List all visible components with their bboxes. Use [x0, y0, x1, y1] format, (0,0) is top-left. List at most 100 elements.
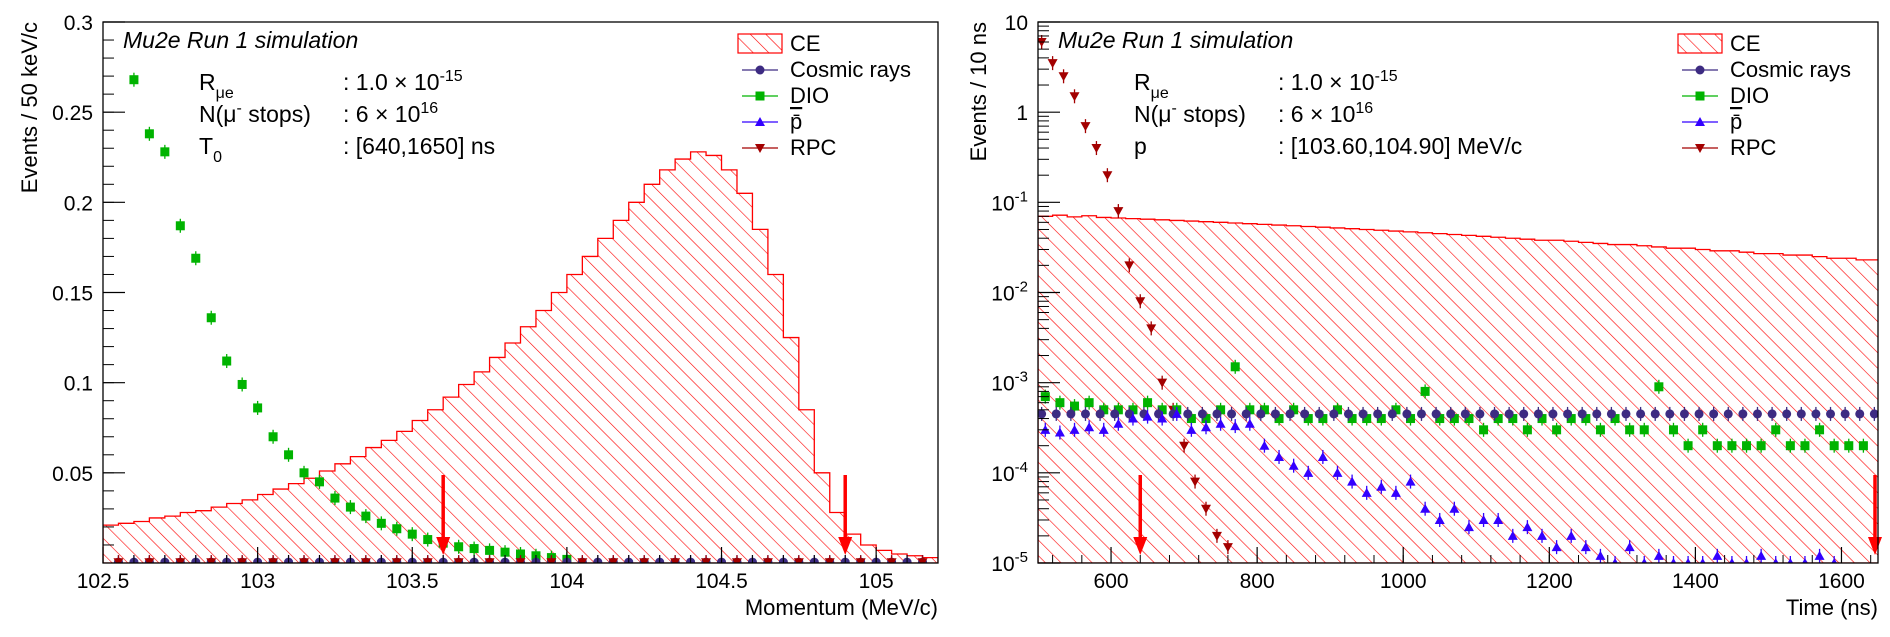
- point-triangle-up: [1054, 425, 1065, 440]
- annotation-value: : [103.60,104.90] MeV/c: [1278, 133, 1522, 159]
- marker: [516, 549, 525, 559]
- legend-label: Cosmic rays: [1730, 57, 1851, 82]
- point-triangle-up: [1420, 501, 1431, 516]
- marker: [1069, 92, 1080, 102]
- point-triangle-up: [1259, 438, 1270, 453]
- marker: [1314, 409, 1324, 419]
- point-triangle-up: [1814, 548, 1825, 563]
- marker: [1639, 425, 1649, 435]
- marker: [1212, 409, 1222, 419]
- marker: [1274, 451, 1285, 461]
- marker: [917, 558, 928, 563]
- x-tick-label: 104: [549, 570, 584, 593]
- point-square: [206, 310, 216, 325]
- marker: [1855, 409, 1865, 419]
- point-triangle-down: [1124, 258, 1135, 273]
- marker: [1844, 441, 1854, 451]
- chart-title: Mu2e Run 1 simulation: [1058, 27, 1293, 53]
- point-square: [175, 218, 185, 233]
- point-triangle-up: [1566, 528, 1577, 543]
- point-square: [1756, 438, 1766, 453]
- marker: [175, 221, 185, 231]
- point-square: [1055, 395, 1065, 410]
- marker: [1729, 558, 1735, 563]
- marker: [1712, 550, 1723, 560]
- marker: [1110, 409, 1120, 419]
- marker: [237, 558, 248, 563]
- annotation-label: Rμe: [1134, 69, 1169, 102]
- point-triangle-down: [1201, 501, 1211, 516]
- marker: [731, 558, 742, 563]
- y-tick-label: 10-4: [991, 459, 1028, 486]
- legend-entry: CE: [1677, 31, 1761, 56]
- y-tick-label: 10-5: [991, 549, 1028, 576]
- point-circle: [1504, 406, 1514, 421]
- marker: [206, 558, 217, 563]
- marker: [1694, 409, 1704, 419]
- point-square: [469, 541, 479, 556]
- point-triangle-up: [1478, 512, 1489, 527]
- point-triangle-up: [1288, 458, 1299, 473]
- marker: [175, 558, 186, 563]
- point-triangle-down: [608, 555, 619, 563]
- point-circle: [1811, 406, 1821, 421]
- legend-swatch: [1677, 33, 1723, 54]
- legend-entry: RPC: [742, 135, 837, 160]
- marker: [824, 558, 835, 563]
- point-triangle-up: [1098, 422, 1109, 437]
- marker: [268, 432, 278, 442]
- marker: [391, 558, 402, 563]
- point-circle: [1709, 406, 1719, 421]
- point-triangle-down: [577, 555, 588, 563]
- marker: [329, 558, 340, 563]
- legend-label: p̄: [790, 109, 802, 134]
- point-triangle-down: [1190, 474, 1201, 489]
- point-circle: [1373, 406, 1383, 421]
- point-triangle-down: [484, 555, 495, 563]
- annotation-label: p: [1134, 133, 1147, 159]
- marker: [1685, 558, 1691, 563]
- marker: [1796, 409, 1806, 419]
- legend-swatch: [737, 33, 783, 54]
- marker: [144, 129, 154, 139]
- point-circle: [1227, 406, 1237, 421]
- point-triangle-down: [1058, 69, 1069, 84]
- marker: [1752, 409, 1762, 419]
- point-square: [1479, 422, 1489, 437]
- marker: [1080, 122, 1091, 132]
- point-circle: [1577, 406, 1587, 421]
- point-triangle-up: [1463, 520, 1474, 535]
- marker: [1654, 382, 1664, 392]
- point-triangle-up: [1624, 540, 1635, 555]
- point-square: [160, 144, 170, 159]
- signal-window-arrow: [1133, 475, 1148, 555]
- point-triangle-up: [1390, 485, 1401, 500]
- marker: [1197, 409, 1207, 419]
- marker: [268, 558, 279, 563]
- marker: [1772, 558, 1779, 563]
- marker: [361, 511, 371, 521]
- legend-label: RPC: [790, 135, 837, 160]
- marker: [1332, 405, 1342, 415]
- marker: [1288, 460, 1299, 470]
- marker: [1815, 425, 1825, 435]
- point-triangle-down: [546, 555, 557, 563]
- marker: [1537, 414, 1547, 424]
- point-triangle-up: [1347, 474, 1358, 489]
- point-square: [345, 500, 355, 515]
- point-triangle-down: [206, 555, 217, 563]
- plot-area: [1038, 35, 1878, 563]
- marker: [1449, 414, 1459, 424]
- point-triangle-up: [1551, 540, 1562, 555]
- point-circle: [1343, 406, 1353, 421]
- marker: [144, 558, 155, 563]
- point-circle: [1636, 406, 1646, 421]
- point-circle: [1080, 406, 1090, 421]
- point-circle: [1592, 406, 1602, 421]
- point-triangle-up: [1729, 556, 1735, 563]
- point-square: [1654, 379, 1664, 394]
- marker: [1227, 409, 1237, 419]
- point-triangle-up: [1127, 411, 1138, 426]
- point-triangle-up: [1612, 556, 1618, 563]
- marker: [1329, 409, 1339, 419]
